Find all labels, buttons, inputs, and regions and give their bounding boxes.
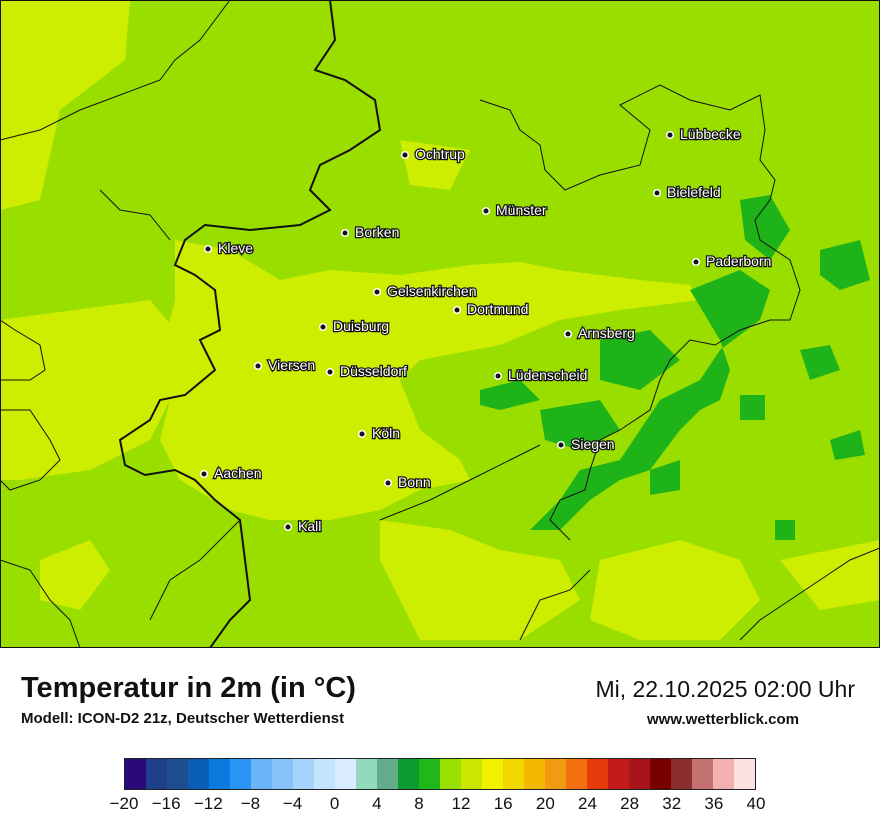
city-marker-bielefeld: Bielefeld — [652, 183, 722, 201]
city-marker-paderborn: Paderborn — [691, 252, 773, 270]
color-scale-swatch — [503, 759, 524, 789]
color-scale-swatch — [188, 759, 209, 789]
city-label-siegen: Siegen — [571, 436, 615, 452]
city-marker-viersen: Viersen — [253, 356, 316, 374]
color-scale-swatch — [482, 759, 503, 789]
color-scale-tick-label: 24 — [577, 794, 597, 813]
city-label-viersen: Viersen — [268, 357, 315, 373]
city-label-paderborn: Paderborn — [706, 253, 771, 269]
color-scale-tick-label: −16 — [151, 794, 181, 813]
color-scale-swatch — [125, 759, 146, 789]
color-scale-swatch — [650, 759, 671, 789]
color-scale-tick-label: −12 — [193, 794, 223, 813]
color-scale-swatch — [230, 759, 251, 789]
color-scale-swatch — [566, 759, 587, 789]
city-label-bielefeld: Bielefeld — [667, 184, 721, 200]
city-marker-borken: Borken — [340, 223, 401, 241]
color-scale-tick-label: 12 — [451, 794, 471, 813]
color-scale-tick-label: 28 — [620, 794, 640, 813]
city-markers: Lübbecke Ochtrup Bielefeld Münster Kleve… — [199, 125, 773, 535]
color-scale-swatch — [293, 759, 314, 789]
temperature-field-10 — [480, 195, 870, 540]
city-label-gelsenkirchen: Gelsenkirchen — [387, 283, 477, 299]
city-marker-ochtrup: Ochtrup — [400, 145, 466, 163]
city-label-luedenscheid: Lüdenscheid — [508, 367, 587, 383]
color-scale-swatch — [209, 759, 230, 789]
color-scale-swatch — [587, 759, 608, 789]
color-scale-tick-label: −4 — [282, 794, 303, 813]
city-marker-gelsenkirchen: Gelsenkirchen — [372, 282, 478, 300]
city-marker-arnsberg: Arnsberg — [563, 324, 636, 342]
color-scale-swatch — [419, 759, 440, 789]
color-scale-swatch — [377, 759, 398, 789]
map-footer: Temperatur in 2m (in °C) Modell: ICON-D2… — [0, 648, 880, 830]
color-scale-swatch — [314, 759, 335, 789]
city-marker-dortmund: Dortmund — [452, 300, 530, 318]
city-marker-siegen: Siegen — [556, 435, 616, 453]
city-marker-duesseldorf: Düsseldorf — [325, 362, 408, 380]
regional-borders — [0, 0, 880, 649]
color-scale-swatch — [146, 759, 167, 789]
city-marker-luedenscheid: Lüdenscheid — [493, 366, 589, 384]
color-scale-swatch — [398, 759, 419, 789]
city-label-aachen: Aachen — [214, 465, 261, 481]
color-scale-swatch — [251, 759, 272, 789]
city-marker-koeln: Köln — [357, 424, 401, 442]
color-scale-tick-label: 40 — [746, 794, 766, 813]
temperature-map: Lübbecke Ochtrup Bielefeld Münster Kleve… — [0, 0, 880, 649]
city-label-koeln: Köln — [372, 425, 400, 441]
color-scale-swatch — [629, 759, 650, 789]
color-scale-swatch — [671, 759, 692, 789]
color-scale-tick-label: 4 — [372, 794, 382, 813]
color-scale-ticks: −20 −16 −12 −8 −4 0 4 8 12 16 20 24 28 32 36 40 — [0, 794, 880, 816]
color-scale-tick-label: 0 — [329, 794, 340, 813]
city-label-duesseldorf: Düsseldorf — [340, 363, 407, 379]
city-marker-bonn: Bonn — [383, 473, 432, 491]
city-marker-kleve: Kleve — [203, 239, 254, 257]
city-label-luebbecke: Lübbecke — [680, 126, 741, 142]
city-marker-muenster: Münster — [481, 201, 548, 219]
color-scale-swatch — [545, 759, 566, 789]
color-scale-tick-label: −20 — [109, 794, 139, 813]
city-label-dortmund: Dortmund — [467, 301, 528, 317]
color-scale-tick-label: 20 — [535, 794, 555, 813]
national-border — [118, 0, 382, 649]
map-canvas: Lübbecke Ochtrup Bielefeld Münster Kleve… — [0, 0, 880, 649]
color-scale-swatch — [440, 759, 461, 789]
color-scale-swatch — [335, 759, 356, 789]
city-label-muenster: Münster — [496, 202, 547, 218]
color-scale-swatch — [356, 759, 377, 789]
color-scale-tick-label: −8 — [240, 794, 261, 813]
website-link[interactable]: www.wetterblick.com — [647, 711, 799, 728]
city-marker-kall: Kall — [283, 517, 323, 535]
city-label-arnsberg: Arnsberg — [578, 325, 635, 341]
color-scale-swatch — [272, 759, 293, 789]
color-scale-swatch — [461, 759, 482, 789]
color-scale-swatch — [608, 759, 629, 789]
color-scale-tick-label: 8 — [414, 794, 424, 813]
temperature-field-14 — [0, 0, 880, 640]
color-scale — [124, 758, 756, 790]
city-label-ochtrup: Ochtrup — [415, 146, 465, 162]
city-marker-aachen: Aachen — [199, 464, 263, 482]
city-label-borken: Borken — [355, 224, 399, 240]
color-scale-tick-label: 32 — [662, 794, 682, 813]
city-label-bonn: Bonn — [398, 474, 431, 490]
model-source: Modell: ICON-D2 21z, Deutscher Wetterdie… — [21, 710, 345, 727]
map-title: Temperatur in 2m (in °C) — [21, 672, 356, 704]
city-label-kleve: Kleve — [218, 240, 253, 256]
color-scale-tick-label: 36 — [704, 794, 724, 813]
color-scale-tick-label: 16 — [493, 794, 513, 813]
forecast-datetime: Mi, 22.10.2025 02:00 Uhr — [595, 676, 855, 702]
color-scale-swatch — [524, 759, 545, 789]
color-scale-swatch — [734, 759, 755, 789]
color-scale-swatch — [713, 759, 734, 789]
color-scale-swatch — [167, 759, 188, 789]
city-marker-luebbecke: Lübbecke — [665, 125, 742, 143]
color-scale-swatch — [692, 759, 713, 789]
city-marker-duisburg: Duisburg — [318, 317, 390, 335]
city-label-kall: Kall — [298, 518, 321, 534]
city-label-duisburg: Duisburg — [333, 318, 389, 334]
